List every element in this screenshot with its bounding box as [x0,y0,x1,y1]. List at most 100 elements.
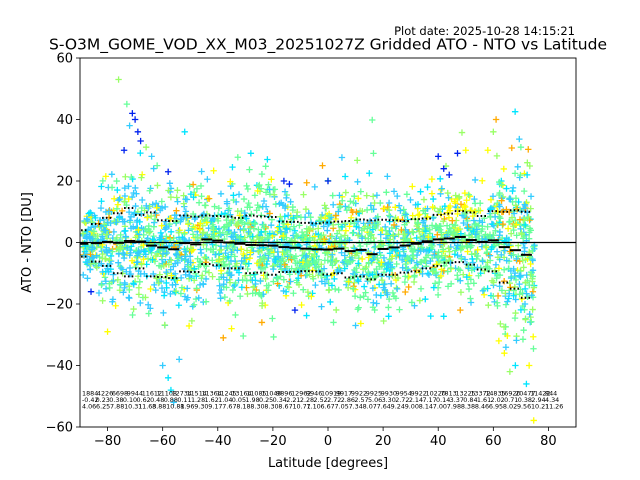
scatter-point [168,272,175,279]
scatter-point [378,276,386,284]
scatter-point [526,162,534,170]
scatter-point [494,271,502,278]
scatter-point [463,197,470,204]
scatter-point [186,183,193,190]
scatter-point [202,275,210,283]
scatter-point [237,263,244,271]
scatter-point [153,162,161,169]
scatter-point [355,260,362,267]
scatter-point [172,250,180,258]
scatter-point [174,187,181,194]
scatter-point [215,276,223,283]
stat-counts-label: 9930 [381,390,397,398]
scatter-point [245,260,253,267]
scatter-point [341,232,349,239]
scatter-point [197,259,204,266]
scatter-point [358,234,366,242]
scatter-point [182,271,189,278]
scatter-point [171,211,178,219]
scatter-point [123,268,130,275]
scatter-point [521,300,529,308]
scatter-point [281,188,289,195]
scatter-point [440,165,447,172]
x-tick-label: 0 [324,434,332,449]
scatter-point [292,259,299,267]
scatter-point [414,212,422,219]
scatter-point [297,214,305,221]
scatter-point [428,175,436,183]
stat-mean-label: 0.38 [109,396,123,404]
scatter-point [398,226,405,234]
scatter-point [159,240,166,247]
stat-counts-label: 16920 [500,390,520,398]
scatter-point [510,251,517,258]
scatter-point [295,281,303,288]
stat-std-label: 8.38 [461,403,475,411]
scatter-point [327,258,334,265]
scatter-point [97,204,105,212]
scatter-point [302,205,310,213]
scatter-point [350,285,357,293]
scatter-point [446,171,453,179]
scatter-point [497,320,504,328]
scatter-point [498,287,506,294]
stat-counts-label: 11040 [261,390,281,398]
scatter-point [230,282,238,290]
scatter-point [264,156,271,163]
scatter-point [523,290,530,297]
scatter-point [180,192,187,199]
scatter-point [144,214,151,221]
scatter-point [465,265,472,272]
scatter-point [173,207,180,214]
scatter-point [188,225,196,233]
scatter-point [517,306,525,314]
scatter-point [119,270,126,277]
scatter-point [321,280,329,287]
x-tick-label: −80 [94,434,121,449]
scatter-point [411,302,418,309]
scatter-point [315,231,322,238]
scatter-point [177,274,185,282]
scatter-point [317,213,325,221]
scatter-point [496,203,503,210]
scatter-point [424,270,432,277]
scatter-point [143,202,150,210]
scatter-point [329,251,336,258]
scatter-point [290,214,297,222]
scatter-point [409,183,416,190]
scatter-point [386,250,394,257]
scatter-point [86,233,93,241]
stat-mean-label: 0.11 [177,396,191,404]
scatter-point [475,222,482,229]
scatter-point [342,238,349,245]
scatter-point [108,171,116,178]
scatter-point [414,219,421,227]
scatter-point [121,184,129,192]
scatter-point [512,309,519,317]
scatter-point [240,332,247,340]
chart-title: S-O3M_GOME_VOD_XX_M03_20251027Z Gridded … [49,36,607,55]
scatter-point [151,216,159,223]
stat-counts-label: 12734 [172,390,192,398]
scatter-point [517,143,525,151]
stat-mean-label: 0.48 [150,396,164,404]
scatter-point [354,232,362,239]
scatter-point [342,203,349,210]
stat-counts-label: 9922 [411,390,427,398]
scatter-point [467,295,474,302]
scatter-point [195,199,203,206]
scatter-point [358,255,366,263]
scatter-point [419,219,427,226]
x-tick-label: −40 [204,434,231,449]
scatter-point [147,305,154,312]
stat-std-label: 6.25 [96,403,110,411]
stat-mean-label: 2.57 [354,396,368,404]
scatter-point [354,178,361,185]
scatter-point [430,251,438,259]
scatter-point [123,201,130,209]
scatter-point [220,253,227,260]
scatter-point [109,248,116,255]
scatter-point [435,225,442,232]
scatter-point [89,232,97,239]
scatter-point [172,281,179,288]
